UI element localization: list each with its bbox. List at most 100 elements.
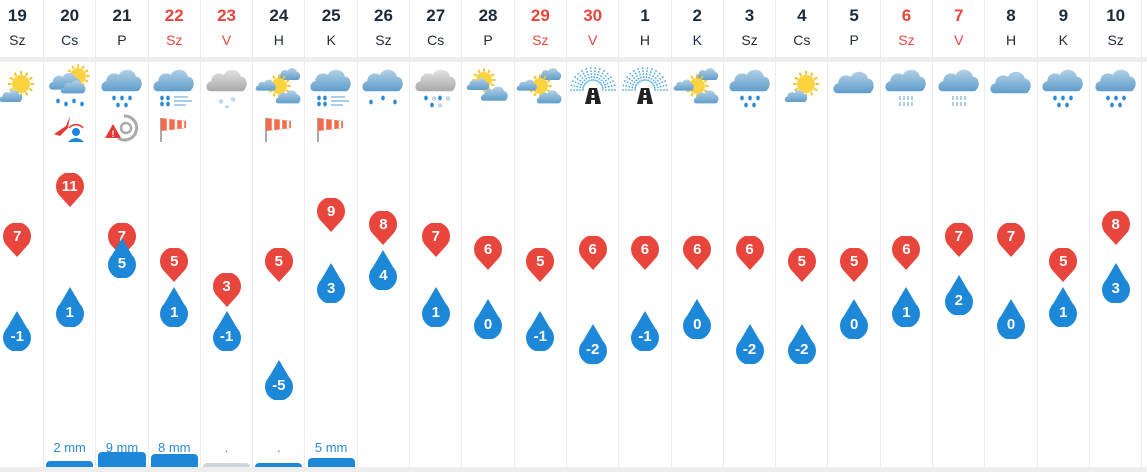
day-column[interactable]: 19 Sz 7 -1 bbox=[0, 0, 44, 467]
rain-icon bbox=[1092, 64, 1140, 108]
day-column[interactable]: 3 Sz 6 -2 bbox=[724, 0, 777, 467]
day-column[interactable]: 4 Cs 5 -2 bbox=[776, 0, 829, 467]
precipitation-amount: 2 mm bbox=[53, 440, 86, 455]
max-temp-pin: 6 bbox=[578, 234, 607, 278]
precipitation-bar bbox=[202, 463, 251, 467]
day-number: 19 bbox=[7, 6, 27, 25]
day-column[interactable]: 10 Sz 8 3 bbox=[1090, 0, 1143, 467]
day-number: 21 bbox=[112, 6, 132, 25]
weekday-label: Cs bbox=[793, 32, 811, 48]
weekday-label: K bbox=[692, 32, 702, 48]
day-header: 19 Sz bbox=[0, 0, 43, 57]
day-header: 1 H bbox=[619, 0, 670, 57]
rain-icon bbox=[98, 64, 146, 108]
rain-icon bbox=[1039, 64, 1087, 108]
max-temp-pin: 5 bbox=[160, 247, 189, 290]
day-header: 26 Sz bbox=[358, 0, 409, 57]
weekday-label: P bbox=[849, 32, 859, 48]
day-column[interactable]: 20 Cs 11 1 2 mm bbox=[44, 0, 97, 467]
day-number: 22 bbox=[164, 6, 184, 25]
weekday-label: Sz bbox=[375, 32, 392, 48]
day-column[interactable]: 26 Sz 8 4 bbox=[358, 0, 411, 467]
weekday-label: K bbox=[1058, 32, 1068, 48]
min-temp-drop: 2 bbox=[944, 267, 973, 316]
weekday-label: Cs bbox=[427, 32, 445, 48]
max-temp-pin: 6 bbox=[892, 234, 921, 278]
precipitation-bar bbox=[307, 457, 355, 467]
day-column[interactable]: 27 Cs ❄ ❄ ❄ 7 1 bbox=[410, 0, 463, 467]
day-column[interactable]: 21 P ! 7 5 9 mm bbox=[96, 0, 149, 467]
precipitation-amount: . bbox=[224, 440, 229, 455]
max-temp-pin: 11 bbox=[55, 172, 84, 215]
day-header: 29 Sz bbox=[515, 0, 566, 57]
weekday-label: Cs bbox=[61, 32, 79, 48]
day-number: 1 bbox=[640, 6, 650, 25]
weekday-label: V bbox=[221, 32, 232, 48]
weekday-label: K bbox=[326, 32, 336, 48]
day-header: 20 Cs bbox=[44, 0, 95, 57]
min-temp-drop: -1 bbox=[526, 303, 555, 353]
weekday-label: Sz bbox=[1107, 32, 1124, 48]
day-number: 8 bbox=[1006, 6, 1016, 25]
day-column[interactable]: 30 V 6 -2 bbox=[567, 0, 620, 467]
precipitation-bar bbox=[46, 461, 94, 467]
weekday-label: Sz bbox=[741, 32, 758, 48]
rain-icon bbox=[726, 64, 774, 108]
day-number: 3 bbox=[744, 6, 755, 25]
day-column[interactable]: 5 P 5 0 bbox=[829, 0, 881, 467]
day-header: 5 P bbox=[829, 0, 880, 57]
day-column[interactable]: 28 P 6 0 bbox=[462, 0, 515, 467]
header-separator bbox=[0, 57, 1147, 62]
drizzle-icon bbox=[935, 64, 983, 108]
day-column[interactable]: 23 V ❄❄❄ 3 -1 . bbox=[201, 0, 254, 467]
day-header: 9 K bbox=[1038, 0, 1089, 57]
day-column[interactable]: 9 K 5 1 bbox=[1038, 0, 1090, 467]
min-temp-drop: 3 bbox=[317, 255, 346, 304]
windsock-icon bbox=[313, 112, 349, 144]
day-header: 10 Sz bbox=[1090, 0, 1141, 57]
windsock-icon bbox=[261, 112, 297, 144]
day-column[interactable]: 25 K 9 3 5 mm bbox=[306, 0, 358, 467]
max-temp-pin: 6 bbox=[474, 234, 503, 278]
day-column[interactable]: 22 Sz 5 1 8 mm bbox=[149, 0, 201, 467]
day-number: 29 bbox=[530, 6, 550, 25]
day-column[interactable]: 8 H 7 0 bbox=[985, 0, 1038, 467]
weekday-label: P bbox=[483, 32, 493, 48]
day-number: 27 bbox=[426, 6, 446, 25]
max-temp-pin: 3 bbox=[212, 272, 241, 315]
day-header: 22 Sz bbox=[149, 0, 200, 57]
max-temp-pin: 8 bbox=[1101, 209, 1130, 253]
day-header: 2 K bbox=[672, 0, 723, 57]
day-number: 25 bbox=[321, 6, 341, 25]
min-temp-drop: -2 bbox=[578, 316, 607, 365]
day-header: 21 P bbox=[96, 0, 147, 57]
day-header: 3 Sz bbox=[724, 0, 775, 57]
day-column[interactable]: 29 Sz 5 -1 bbox=[515, 0, 567, 467]
day-header: 30 V bbox=[567, 0, 618, 57]
day-number: 23 bbox=[217, 6, 236, 25]
svg-text:❄: ❄ bbox=[437, 102, 443, 108]
max-temp-pin: 5 bbox=[526, 247, 555, 290]
day-column[interactable]: 1 H 6 -1 bbox=[619, 0, 672, 467]
min-temp-drop: 1 bbox=[892, 279, 921, 328]
day-number: 24 bbox=[269, 6, 289, 25]
weekday-label: Sz bbox=[9, 32, 26, 48]
weekday-label: H bbox=[273, 32, 284, 48]
day-column[interactable]: 24 H 5 -5 . bbox=[253, 0, 306, 467]
min-temp-drop: 5 bbox=[107, 230, 136, 279]
max-temp-pin: 6 bbox=[735, 234, 764, 278]
precipitation-amount: 9 mm bbox=[105, 440, 139, 455]
day-column[interactable]: 2 K 6 0 bbox=[672, 0, 724, 467]
max-temp-pin: 6 bbox=[630, 234, 659, 278]
day-column[interactable]: 7 V 7 2 bbox=[933, 0, 986, 467]
windsock-icon bbox=[156, 112, 192, 144]
day-number: 2 bbox=[692, 6, 702, 25]
max-temp-pin: 6 bbox=[683, 234, 712, 278]
weekday-label: Sz bbox=[898, 32, 915, 48]
min-temp-drop: 0 bbox=[683, 291, 712, 340]
day-header: 8 H bbox=[985, 0, 1036, 57]
max-temp-pin: 7 bbox=[944, 222, 973, 265]
min-temp-drop: 1 bbox=[1049, 279, 1078, 328]
day-column[interactable]: 6 Sz 6 1 bbox=[881, 0, 934, 467]
sleet-grey-icon: ❄ ❄ ❄ bbox=[412, 64, 460, 110]
